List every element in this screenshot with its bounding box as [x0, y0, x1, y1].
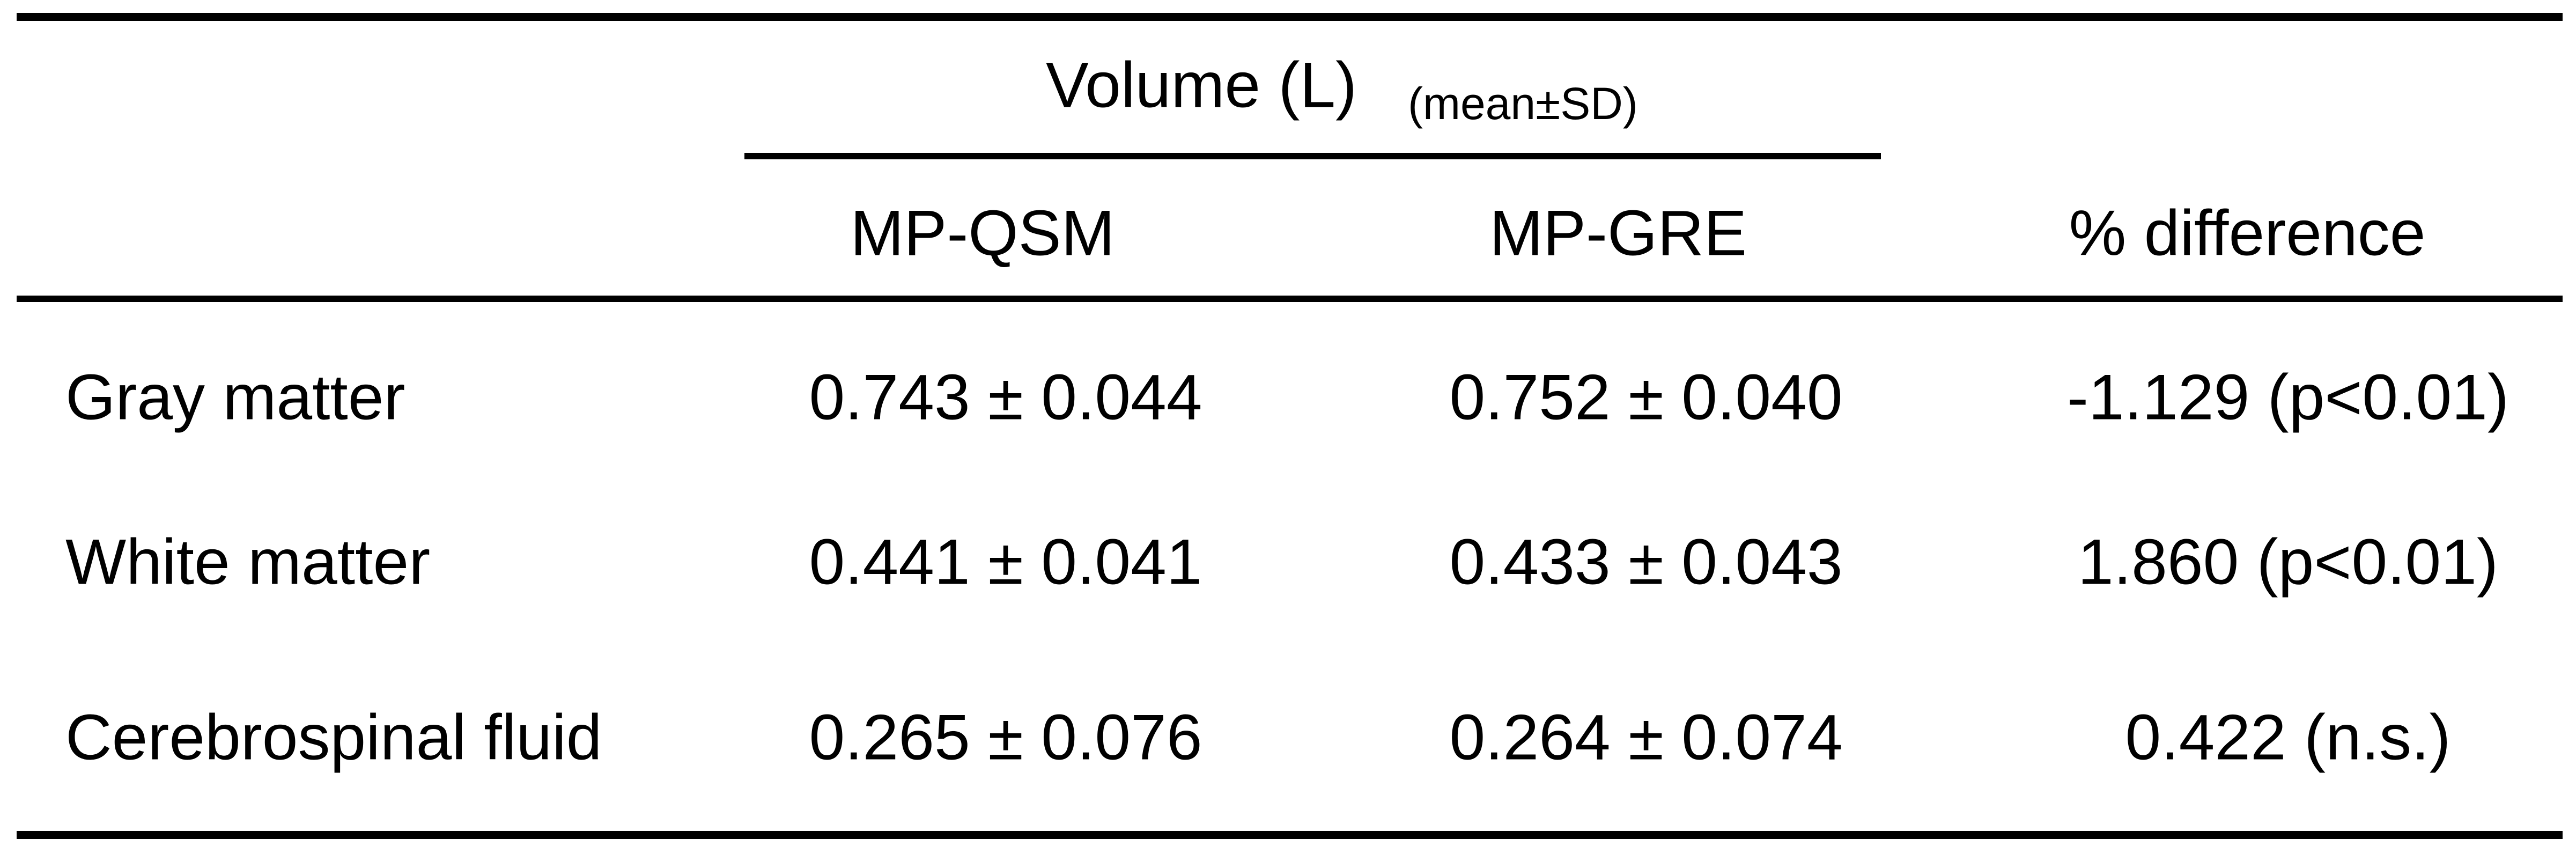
- cell: 0.264 ± 0.074: [1449, 702, 1842, 774]
- group-header: Volume (L): [1046, 49, 1357, 121]
- header-rule: [17, 296, 2563, 302]
- column-header: % difference: [2069, 197, 2426, 269]
- row-label: Gray matter: [65, 362, 405, 433]
- top-rule: [17, 13, 2563, 21]
- row-label: White matter: [65, 526, 430, 598]
- cell: 1.860 (p<0.01): [2078, 526, 2498, 598]
- cell: -1.129 (p<0.01): [2067, 362, 2509, 433]
- row-label: Cerebrospinal fluid: [65, 702, 602, 774]
- group-note: (mean±SD): [1408, 78, 1638, 129]
- cell: 0.265 ± 0.076: [809, 702, 1202, 774]
- column-header: MP-GRE: [1489, 197, 1747, 269]
- group-rule: [744, 153, 1881, 159]
- cell: 0.441 ± 0.041: [809, 526, 1202, 598]
- cell: 0.743 ± 0.044: [809, 362, 1202, 433]
- column-header: MP-QSM: [850, 197, 1114, 269]
- cell: 0.433 ± 0.043: [1449, 526, 1842, 598]
- cell: 0.752 ± 0.040: [1449, 362, 1842, 433]
- bottom-rule: [17, 831, 2563, 839]
- cell: 0.422 (n.s.): [2125, 702, 2451, 774]
